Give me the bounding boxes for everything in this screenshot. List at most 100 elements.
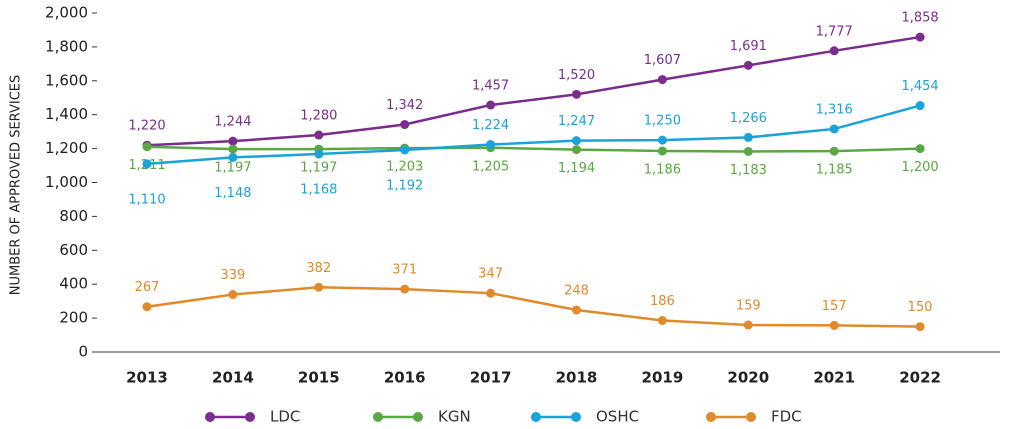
data-label: 1,168 [300,183,337,198]
data-label: 1,194 [558,161,595,176]
point [228,136,238,146]
legend-marker [531,412,541,422]
y-axis-title: NUMBER OF APPROVED SERVICES [9,75,24,296]
data-label: 1,110 [128,192,165,207]
line [146,35,921,147]
point [228,144,238,154]
point [572,305,581,315]
point [743,60,753,70]
legend-marker [746,412,756,422]
y-tick-label: 600 [59,241,88,259]
point [829,320,839,330]
point [400,120,410,130]
y-tick-label: 0 [78,343,88,361]
point [743,320,753,330]
x-tick-label: 2021 [813,369,855,387]
data-label: 1,148 [214,186,251,201]
y-tick-label: 1,000 [45,173,88,191]
data-label: 1,220 [128,119,165,134]
y-tick-label: 800 [59,207,88,225]
y-tick-label: 1,600 [45,71,88,89]
data-label: 1,197 [300,161,337,176]
point [486,288,496,298]
point [657,315,667,325]
legend-label: FDC [771,408,802,426]
point [314,282,324,292]
x-tick-label: 2013 [126,369,168,387]
y-tick-label: 1,800 [45,37,88,55]
point [572,145,581,155]
data-label: 1,777 [816,24,853,39]
point [915,322,925,332]
point [486,100,496,110]
legend-marker [706,412,716,422]
point [228,152,238,162]
point [400,284,410,294]
data-label: 1,280 [300,109,337,124]
point [657,75,667,85]
point [915,101,925,111]
point [572,89,581,99]
point [657,135,667,145]
data-label: 1,183 [730,163,767,178]
x-tick-label: 2022 [899,369,941,387]
data-label: 1,200 [901,160,938,175]
data-label: 382 [306,261,331,276]
data-label: 248 [564,283,589,298]
legend-label: OSHC [596,408,639,426]
x-tick-label: 2020 [727,369,769,387]
point [829,46,839,56]
point [228,290,238,300]
line [146,145,921,153]
point [142,159,152,169]
legend-label: LDC [270,408,300,426]
point [142,302,152,312]
data-label: 186 [650,294,675,309]
legend-marker [373,412,383,422]
data-label: 157 [822,299,847,314]
point [829,146,839,156]
data-label: 371 [392,263,417,278]
data-label: 1,858 [901,11,938,26]
line [146,104,921,166]
data-label: 1,691 [730,39,767,54]
data-label: 1,457 [472,79,509,94]
data-label: 1,266 [730,111,767,126]
data-label: 1,185 [816,163,853,178]
legend-marker [571,412,581,422]
point [486,140,496,150]
point [829,124,839,134]
data-label: 1,192 [386,178,423,193]
line [146,285,921,328]
point [314,130,324,140]
data-label: 1,224 [472,118,509,133]
point [142,142,152,152]
x-tick-label: 2017 [470,369,512,387]
data-label: 347 [478,267,503,282]
legend-marker [245,412,255,422]
legend-label: KGN [438,408,471,426]
point [657,146,667,156]
data-label: 1,205 [472,159,509,174]
data-label: 150 [908,300,933,315]
y-tick-label: 1,400 [45,105,88,123]
point [915,32,925,42]
legend-marker [413,412,423,422]
data-label: 267 [135,280,160,295]
data-label: 1,454 [901,79,938,94]
data-label: 1,316 [816,102,853,117]
data-label: 1,203 [386,160,423,175]
data-label: 1,520 [558,68,595,83]
data-label: 1,607 [644,53,681,68]
data-label: 1,186 [644,162,681,177]
x-tick-label: 2019 [642,369,684,387]
point [915,144,925,154]
data-label: 159 [736,299,761,314]
y-tick-label: 1,200 [45,139,88,157]
point [743,132,753,142]
point [743,146,753,156]
y-tick-label: 2,000 [45,4,88,22]
y-tick-label: 400 [59,275,88,293]
x-tick-label: 2015 [298,369,340,387]
x-tick-label: 2014 [212,369,254,387]
